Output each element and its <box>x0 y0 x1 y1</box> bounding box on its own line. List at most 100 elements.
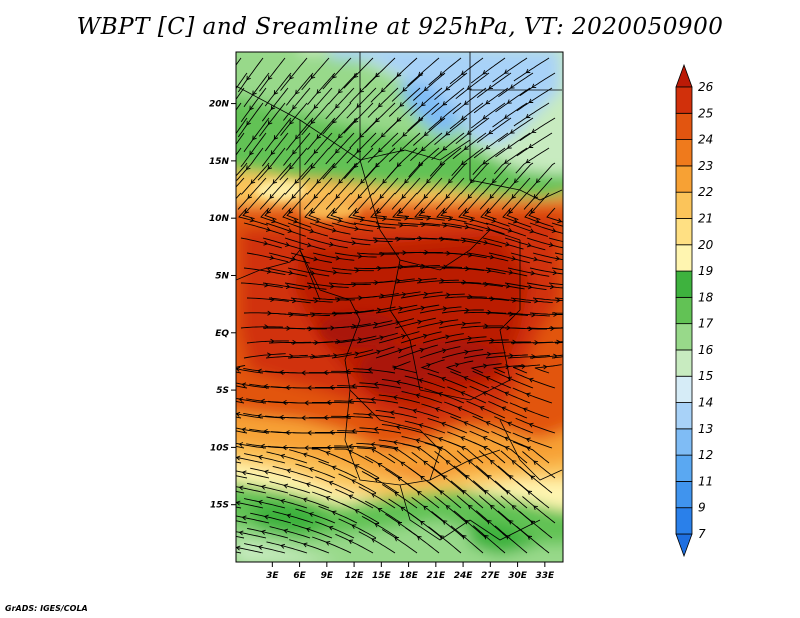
streamline <box>343 102 374 134</box>
streamline-arrow <box>292 104 297 110</box>
streamline <box>330 192 352 220</box>
streamline-arrow <box>335 103 340 109</box>
streamline-arrow <box>328 480 334 486</box>
streamline <box>495 87 531 113</box>
streamline <box>348 207 379 223</box>
streamline-arrow <box>504 446 510 451</box>
streamline <box>265 312 308 317</box>
streamline-arrow <box>380 87 386 93</box>
streamline-arrow <box>490 338 495 344</box>
streamline-arrow <box>417 161 423 167</box>
streamline-arrow <box>533 505 538 511</box>
colorbar-bin <box>675 349 693 377</box>
streamline-arrow <box>285 284 291 290</box>
streamline-arrow <box>426 363 432 368</box>
streamline-arrow <box>306 242 312 248</box>
streamline <box>445 360 474 374</box>
streamline <box>264 192 286 220</box>
streamline <box>494 416 534 434</box>
streamline-arrow <box>445 131 451 136</box>
streamline-arrow <box>302 452 308 458</box>
streamline <box>441 222 484 232</box>
streamline-arrow <box>335 148 340 154</box>
x-tick-label: 12E <box>345 571 365 581</box>
streamline <box>322 102 352 135</box>
streamline-arrow <box>439 490 445 495</box>
streamline-arrow <box>423 291 429 297</box>
streamline <box>408 467 443 494</box>
streamline-arrow <box>423 86 429 92</box>
streamline-arrow <box>329 283 335 289</box>
country-boundaries <box>236 52 563 541</box>
streamline-arrow <box>548 242 554 248</box>
streamline <box>236 470 270 479</box>
streamline <box>447 441 484 464</box>
streamline <box>287 354 330 359</box>
streamline-arrow <box>348 443 353 449</box>
streamline-arrow <box>528 422 534 428</box>
streamline <box>265 222 306 237</box>
streamline <box>341 458 380 479</box>
streamline <box>453 510 487 539</box>
streamline-arrow <box>354 209 360 214</box>
colorbar-bin <box>675 507 693 535</box>
streamline <box>431 466 465 494</box>
streamline-arrow <box>257 499 263 505</box>
streamline <box>412 72 446 101</box>
streamline <box>247 527 289 539</box>
streamline-arrow <box>273 90 279 95</box>
streamline <box>279 147 308 181</box>
streamline-arrow <box>486 519 492 525</box>
streamline <box>358 531 396 554</box>
streamline <box>381 423 424 434</box>
streamline <box>529 267 563 275</box>
streamline-arrow <box>525 158 531 164</box>
streamline-arrow <box>351 428 356 434</box>
streamline <box>493 147 528 175</box>
streamline <box>407 102 440 132</box>
streamline-arrow <box>382 178 387 184</box>
streamline-arrow <box>389 410 395 416</box>
streamline-arrow <box>279 414 284 420</box>
streamline-arrow <box>351 240 357 246</box>
streamline <box>470 57 506 84</box>
streamline <box>284 237 326 251</box>
streamline <box>515 417 556 434</box>
streamline-arrow <box>332 269 338 275</box>
streamline-arrow <box>426 215 431 221</box>
streamline <box>303 177 333 210</box>
streamline-arrow <box>512 339 517 345</box>
streamline <box>488 400 528 419</box>
streamline-arrow <box>438 446 444 451</box>
streamline <box>394 162 424 195</box>
streamline <box>434 72 468 100</box>
streamline <box>452 132 487 160</box>
streamline <box>353 346 395 359</box>
streamline <box>419 222 462 229</box>
streamline <box>394 317 436 329</box>
streamline <box>397 344 439 359</box>
streamline-arrow <box>490 296 495 302</box>
streamline <box>301 102 330 136</box>
streamline-arrow <box>301 370 306 376</box>
streamline <box>510 297 553 304</box>
streamline <box>243 117 270 153</box>
streamline-arrow <box>508 520 514 525</box>
streamline-arrow <box>549 284 555 290</box>
streamline-arrow <box>505 364 510 370</box>
streamline-arrow <box>509 353 514 359</box>
streamline-arrow <box>529 228 535 234</box>
streamline <box>498 72 534 98</box>
streamline <box>516 132 553 157</box>
streamline <box>356 293 399 299</box>
streamline-arrow <box>486 209 492 214</box>
streamline <box>551 356 563 359</box>
streamline-arrow <box>463 376 469 381</box>
streamline <box>551 222 563 227</box>
streamline <box>491 431 531 449</box>
streamline <box>304 207 334 227</box>
streamline <box>322 147 352 180</box>
streamline <box>243 222 285 236</box>
streamline-arrow <box>533 460 538 466</box>
streamline <box>236 535 245 539</box>
